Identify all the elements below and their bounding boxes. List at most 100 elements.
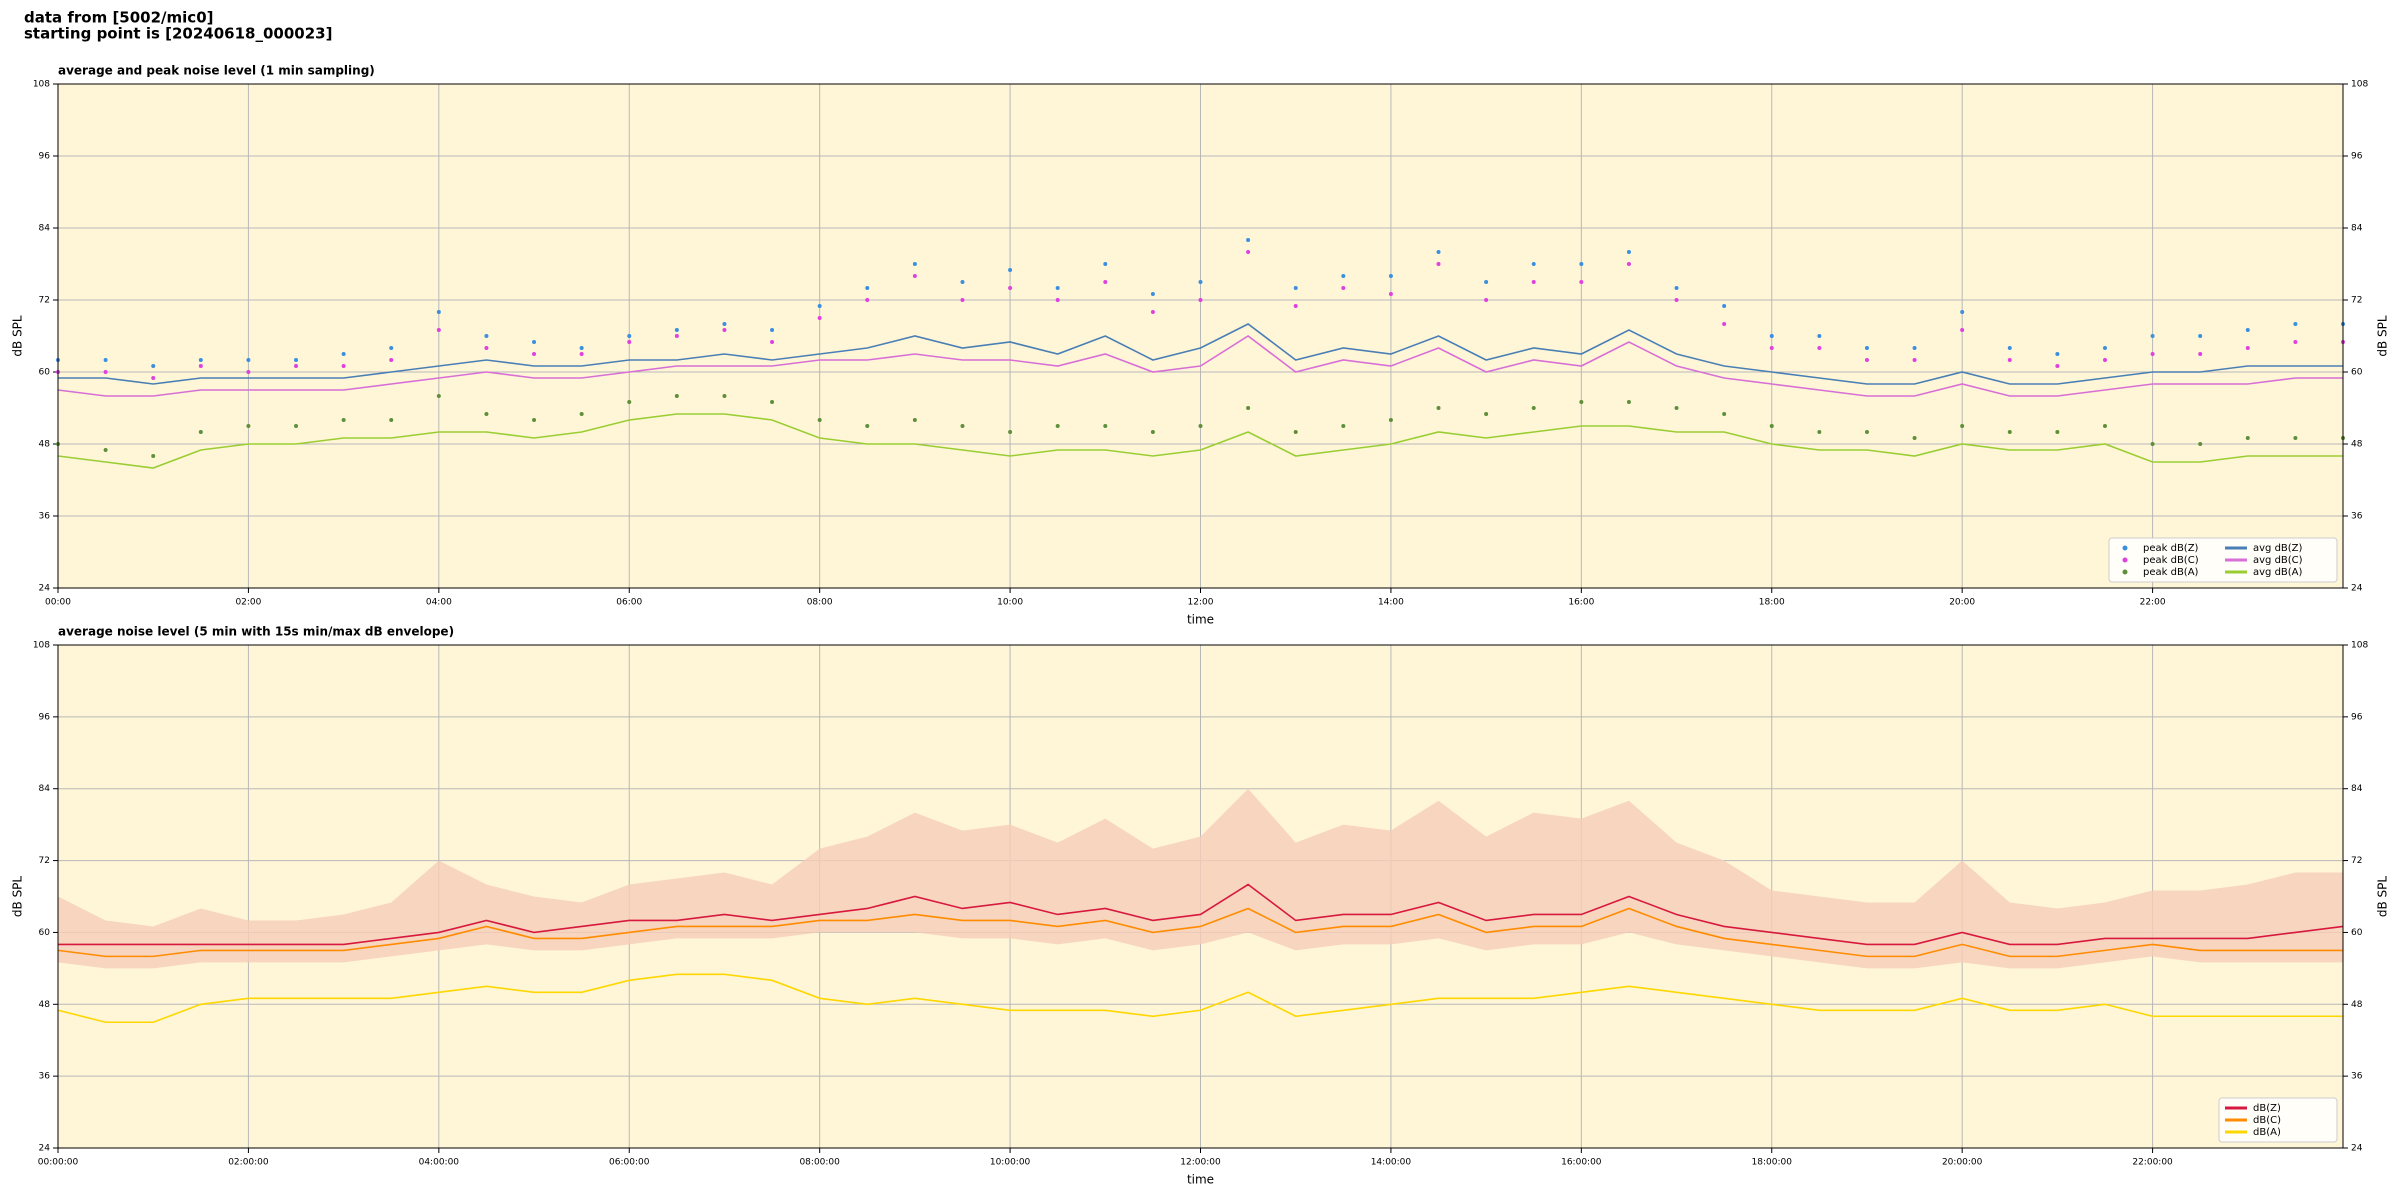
peak-dot [246, 358, 251, 362]
legend-label: dB(C) [2253, 1115, 2281, 1126]
peak-dot [1864, 358, 1869, 362]
x-tick-label: 00:00:00 [38, 1158, 79, 1168]
peak-dot [1722, 322, 1727, 326]
peak-dot [341, 364, 346, 368]
peak-dot [1103, 280, 1108, 284]
peak-dot [1055, 286, 1060, 290]
y-tick-label: 24 [39, 1144, 51, 1154]
peak-dot [1960, 328, 1965, 332]
peak-dot [627, 334, 632, 338]
peak-dot [960, 424, 965, 428]
peak-dot [1769, 334, 1774, 338]
peak-dot [1246, 250, 1251, 254]
peak-dot [2293, 436, 2298, 440]
peak-dot [1150, 310, 1155, 314]
peak-dot [2055, 352, 2060, 356]
peak-dot [484, 346, 489, 350]
y-tick-label: 96 [2351, 152, 2363, 162]
y-axis-label: dB SPL [11, 876, 25, 918]
series-line [57, 335, 2343, 397]
peak-dot [1579, 262, 1584, 266]
peak-dot [1864, 346, 1869, 350]
peak-dot [151, 364, 156, 368]
y-tick-label: 60 [2351, 368, 2363, 378]
peak-dot [1817, 430, 1822, 434]
legend-label: avg dB(Z) [2253, 543, 2303, 554]
x-tick-label: 04:00:00 [419, 1158, 460, 1168]
peak-dot [1388, 274, 1393, 278]
y-tick-label: 24 [2351, 1144, 2363, 1154]
peak-dot [151, 376, 156, 380]
peak-dot [1198, 298, 1203, 302]
peak-dot [484, 412, 489, 416]
plot-frame [57, 83, 2344, 589]
peak-dot [2150, 442, 2155, 446]
peak-dot [960, 298, 965, 302]
peak-dot [1531, 406, 1536, 410]
peak-dot [389, 418, 394, 422]
peak-dot [770, 340, 775, 344]
peak-dot [1436, 250, 1441, 254]
y-tick-label: 84 [39, 784, 51, 794]
peak-dot [2007, 430, 2012, 434]
peak-dot [627, 400, 632, 404]
peak-dot [2198, 334, 2203, 338]
peak-dot [1055, 424, 1060, 428]
peak-dot [436, 310, 441, 314]
y-tick-label: 84 [2351, 224, 2363, 234]
y-tick-label: 24 [39, 584, 51, 594]
peak-dot [532, 340, 537, 344]
legend-box [2218, 1097, 2338, 1143]
peak-dot [2245, 436, 2250, 440]
y-tick-label: 108 [2351, 80, 2368, 90]
x-tick-label: 16:00:00 [1561, 1158, 1602, 1168]
series-line [57, 413, 2343, 469]
peak-dot [2245, 328, 2250, 332]
peak-dot [246, 424, 251, 428]
legend-label: peak dB(A) [2143, 567, 2199, 578]
y-tick-label: 108 [33, 80, 50, 90]
peak-dot [2150, 352, 2155, 356]
peak-dot [1008, 430, 1013, 434]
peak-dot [865, 298, 870, 302]
y-axis-label: dB SPL [11, 315, 25, 357]
peak-dot [1198, 424, 1203, 428]
x-tick-label: 16:00 [1568, 598, 1594, 608]
y-tick-label: 36 [39, 1072, 51, 1082]
x-tick-label: 18:00:00 [1752, 1158, 1793, 1168]
peak-dot [1293, 286, 1298, 290]
x-tick-label: 22:00:00 [2132, 1158, 2173, 1168]
peak-dot [151, 454, 156, 458]
peak-dot [1626, 262, 1631, 266]
header-line: data from [5002/mic0] [24, 9, 214, 27]
peak-dot [2055, 430, 2060, 434]
peak-dot [2007, 358, 2012, 362]
peak-dot [1008, 286, 1013, 290]
y-tick-label: 84 [39, 224, 51, 234]
x-tick-label: 02:00 [235, 598, 261, 608]
peak-dot [1484, 298, 1489, 302]
peak-dot [103, 448, 108, 452]
y-tick-label: 36 [2351, 512, 2363, 522]
peak-dot [198, 358, 203, 362]
peak-dot [1626, 250, 1631, 254]
peak-dot [579, 352, 584, 356]
peak-dot [579, 346, 584, 350]
peak-dot [722, 328, 727, 332]
peak-dot [674, 328, 679, 332]
y-tick-label: 96 [39, 152, 51, 162]
peak-dot [817, 316, 822, 320]
peak-dot [1388, 418, 1393, 422]
y-tick-label: 84 [2351, 784, 2363, 794]
peak-dot [1341, 424, 1346, 428]
peak-dot [912, 262, 917, 266]
peak-dot [1960, 424, 1965, 428]
y-tick-label: 36 [2351, 1072, 2363, 1082]
peak-dot [627, 340, 632, 344]
peak-dot [1912, 346, 1917, 350]
peak-dot [1341, 274, 1346, 278]
peak-dot [1674, 298, 1679, 302]
legend-label: dB(Z) [2253, 1103, 2281, 1114]
x-tick-label: 20:00:00 [1942, 1158, 1983, 1168]
peak-dot [1864, 430, 1869, 434]
